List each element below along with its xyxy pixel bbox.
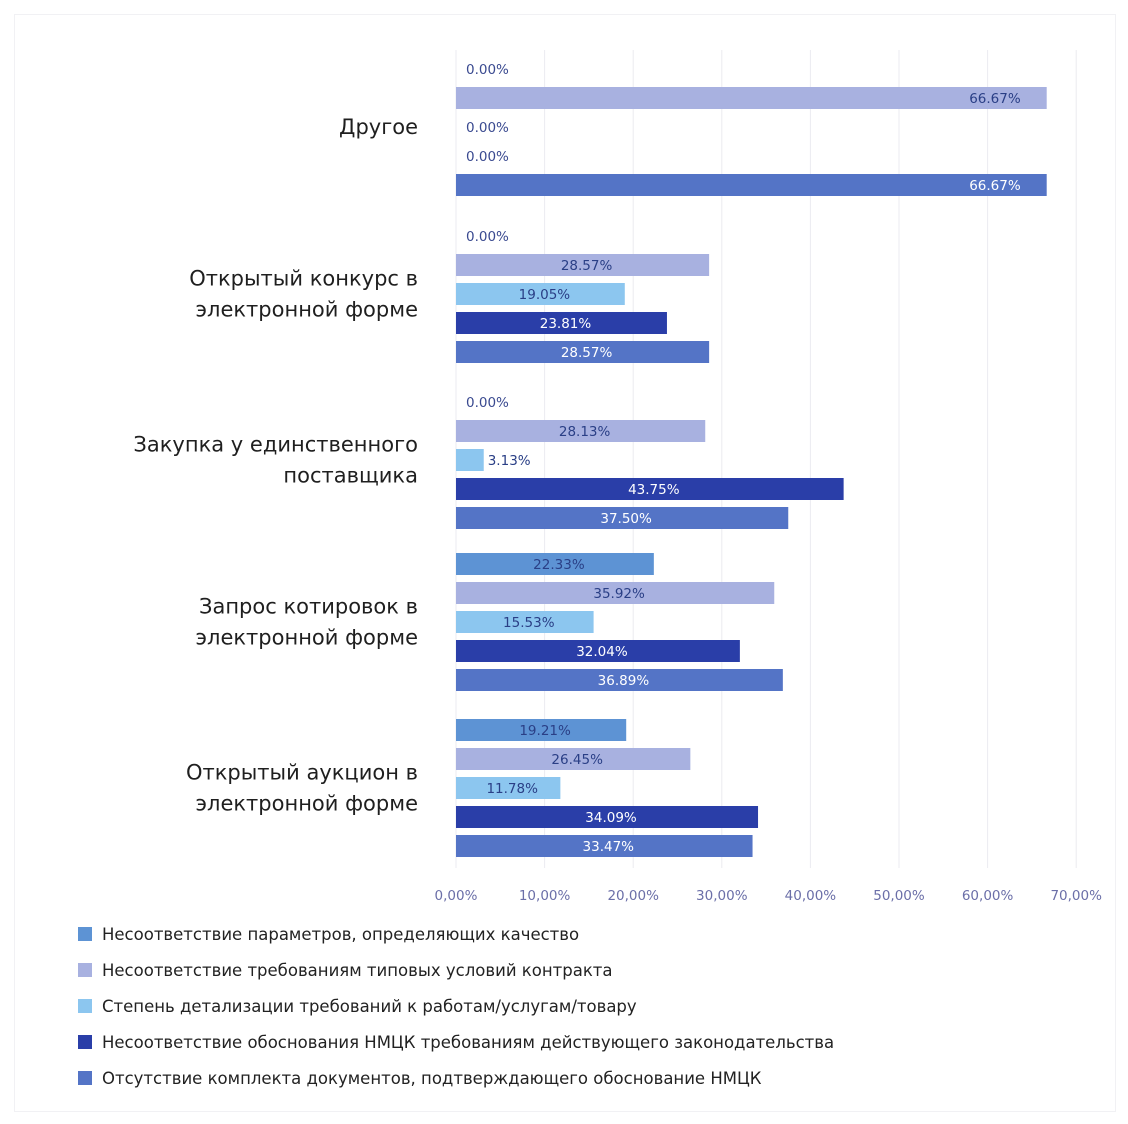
- bar: [456, 806, 759, 828]
- x-tick-label: 10,00%: [519, 888, 571, 904]
- data-label: 0.00%: [466, 149, 509, 165]
- bar: [456, 312, 667, 334]
- data-label: 43.75%: [628, 482, 680, 498]
- x-tick-label: 0,00%: [435, 888, 478, 904]
- legend-item: Несоответствие параметров, определяющих …: [78, 916, 978, 952]
- data-label: 37.50%: [600, 511, 652, 527]
- legend-swatch: [78, 963, 92, 977]
- bar: [456, 449, 484, 471]
- category-label: электронной форме: [196, 792, 419, 816]
- bar: [456, 553, 654, 575]
- bar: [456, 582, 775, 604]
- legend-label: Отсутствие комплекта документов, подтвер…: [102, 1068, 762, 1088]
- x-tick-label: 30,00%: [696, 888, 748, 904]
- data-label: 28.13%: [559, 424, 611, 440]
- x-tick-label: 20,00%: [607, 888, 659, 904]
- bar: [456, 174, 1047, 196]
- data-label: 32.04%: [576, 644, 628, 660]
- category-label: Запрос котировок в: [199, 595, 418, 619]
- x-tick-label: 60,00%: [962, 888, 1014, 904]
- data-label: 19.21%: [519, 723, 571, 739]
- x-tick-label: 40,00%: [785, 888, 837, 904]
- legend-label: Несоответствие требованиям типовых услов…: [102, 960, 613, 980]
- data-label: 36.89%: [598, 673, 650, 689]
- legend-item: Несоответствие обоснования НМЦК требован…: [78, 1024, 978, 1060]
- data-label: 0.00%: [466, 120, 509, 136]
- bar: [456, 669, 783, 691]
- chart-legend: Несоответствие параметров, определяющих …: [78, 916, 978, 1096]
- data-label: 28.57%: [561, 258, 613, 274]
- category-label: Открытый аукцион в: [186, 761, 418, 785]
- data-label: 66.67%: [969, 178, 1021, 194]
- legend-label: Несоответствие параметров, определяющих …: [102, 924, 580, 944]
- data-label: 0.00%: [466, 62, 509, 78]
- legend-swatch: [78, 927, 92, 941]
- data-label: 35.92%: [593, 586, 645, 602]
- category-label: электронной форме: [196, 298, 419, 322]
- bar: [456, 254, 710, 276]
- legend-swatch: [78, 1035, 92, 1049]
- bar: [456, 87, 1047, 109]
- legend-item: Степень детализации требований к работам…: [78, 988, 978, 1024]
- category-label: Другое: [339, 115, 418, 139]
- bar: [456, 611, 594, 633]
- data-label: 23.81%: [540, 316, 592, 332]
- data-label: 26.45%: [551, 752, 603, 768]
- bar: [456, 420, 706, 442]
- category-label: поставщика: [283, 464, 418, 488]
- data-label: 11.78%: [486, 781, 538, 797]
- data-label: 19.05%: [519, 287, 571, 303]
- bar-chart: 0,00% 10,00% 20,00% 30,00% 40,00% 50,00% 60,00…: [133, 50, 1102, 904]
- bar: [456, 341, 710, 363]
- category-label: электронной форме: [196, 626, 419, 650]
- legend-label: Несоответствие обоснования НМЦК требован…: [102, 1032, 835, 1052]
- data-label: 15.53%: [503, 615, 555, 631]
- bar: [456, 777, 561, 799]
- data-label: 34.09%: [585, 810, 637, 826]
- bar: [456, 283, 625, 305]
- bar: [456, 719, 627, 741]
- legend-swatch: [78, 999, 92, 1013]
- x-tick-label: 50,00%: [873, 888, 925, 904]
- x-tick-label: 70,00%: [1050, 888, 1102, 904]
- legend-item: Несоответствие требованиям типовых услов…: [78, 952, 978, 988]
- bar: [456, 478, 844, 500]
- data-label: 0.00%: [466, 395, 509, 411]
- data-label: 33.47%: [583, 839, 635, 855]
- bar: [456, 748, 691, 770]
- category-label: Закупка у единственного: [133, 433, 418, 457]
- legend-item: Отсутствие комплекта документов, подтвер…: [78, 1060, 978, 1096]
- data-label: 0.00%: [466, 229, 509, 245]
- data-label: 3.13%: [488, 453, 531, 469]
- bar: [456, 507, 789, 529]
- bar: [456, 640, 740, 662]
- data-label: 66.67%: [969, 91, 1021, 107]
- legend-swatch: [78, 1071, 92, 1085]
- bar: [456, 835, 753, 857]
- data-label: 28.57%: [561, 345, 613, 361]
- legend-label: Степень детализации требований к работам…: [102, 996, 637, 1016]
- category-label: Открытый конкурс в: [189, 267, 418, 291]
- data-label: 22.33%: [533, 557, 585, 573]
